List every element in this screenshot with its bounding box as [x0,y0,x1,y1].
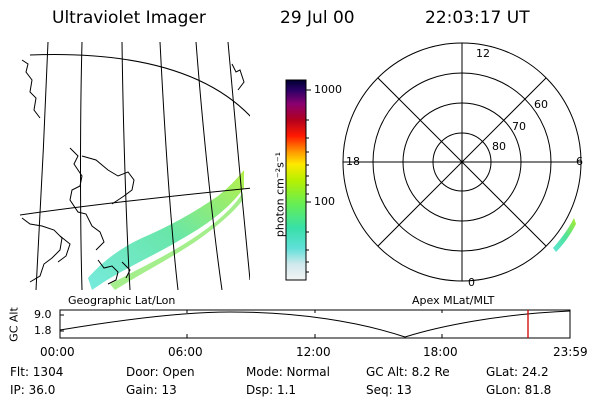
timeline-frame [59,309,571,339]
color-scale-tick-100: 100 [314,195,335,208]
aurora-oval [88,170,244,290]
color-scale-unit: photon cm⁻²s⁻¹ [273,151,287,238]
timeline-axis-title: GC Alt [7,307,21,342]
status-ip: IP: 36.0 [10,383,56,397]
status-glon: GLon: 81.8 [486,383,552,397]
timeline-ytick-9: 9.0 [34,308,52,321]
geographic-label: Geographic Lat/Lon [68,294,176,307]
color-scale-bar [285,79,307,281]
timeline-xtick-1800: 18:00 [423,345,458,359]
lat-label-70: 70 [512,120,526,133]
status-gc-alt: GC Alt: 8.2 Re [366,365,450,379]
timeline-xtick-0600: 06:00 [168,345,203,359]
header-time: 22:03:17 UT [425,8,530,28]
color-scale [285,79,311,281]
apex-label: Apex MLat/MLT [412,294,495,307]
timeline-ytick-1-8: 1.8 [34,324,52,337]
polar-plot [342,42,582,282]
mlt-label-left: 18 [346,155,360,168]
timeline-plot [59,309,571,339]
status-gain: Gain: 13 [126,383,177,397]
status-door: Door: Open [126,365,195,379]
mlt-label-top: 12 [476,47,490,60]
timeline-axis-title-wrap: GC Alt [2,307,32,344]
color-scale-tick-1000: 1000 [314,83,342,96]
timeline-xtick-1200: 12:00 [296,345,331,359]
timeline-xtick-2359: 23:59 [553,345,588,359]
header-date: 29 Jul 00 [280,8,355,28]
lat-label-80: 80 [492,140,506,153]
lat-label-60: 60 [534,98,548,111]
geographic-map [20,42,250,290]
status-flt: Flt: 1304 [10,365,64,379]
latitude-lines [20,54,250,216]
mlt-label-right: 6 [576,155,583,168]
status-glat: GLat: 24.2 [486,365,549,379]
status-dsp: Dsp: 1.1 [246,383,297,397]
polar-aurora-patch [553,218,576,252]
mlt-label-bottom: 0 [468,276,475,289]
status-seq: Seq: 13 [366,383,412,397]
meridian-lines [35,42,250,290]
app-title: Ultraviolet Imager [52,8,206,28]
timeline-xtick-0000: 00:00 [40,345,75,359]
altitude-curve [59,310,571,338]
coastlines [21,59,245,285]
status-mode: Mode: Normal [246,365,330,379]
